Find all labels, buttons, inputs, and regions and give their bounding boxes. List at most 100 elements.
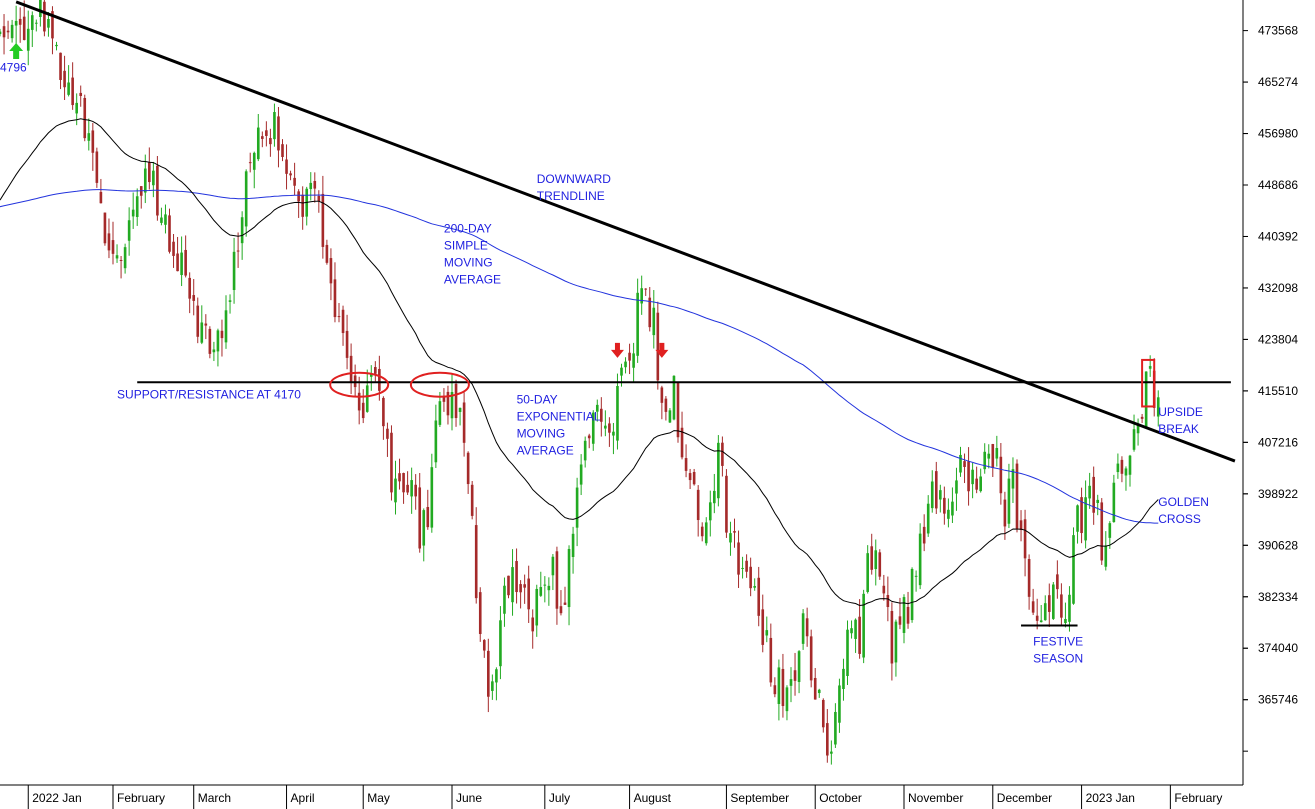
candle-body (1052, 584, 1055, 619)
candle-body (180, 252, 183, 276)
candle-body (281, 144, 284, 157)
candle-body (152, 170, 155, 186)
candle-body (232, 251, 236, 291)
candle-body (99, 191, 103, 204)
annotation-line: AVERAGE (444, 273, 501, 287)
candle-body (63, 70, 66, 88)
x-tick-label: November (908, 791, 963, 805)
candle-body (418, 487, 422, 549)
candle-body (103, 212, 107, 244)
candle-body (644, 288, 648, 290)
candle-body (1031, 601, 1035, 613)
candle-body (967, 461, 970, 492)
candle-body (1064, 618, 1067, 624)
candle-body (398, 473, 401, 482)
annotation-text: UPSIDE BREAK (1158, 405, 1203, 436)
candle-body (725, 475, 728, 533)
x-tick-label: 2023 Jan (1086, 791, 1135, 805)
candle-body (842, 668, 845, 689)
candle-body (894, 621, 898, 663)
candle-body (733, 531, 736, 533)
candle-body (579, 464, 583, 485)
candle-body (684, 458, 688, 471)
y-tick-label: 448686 (1258, 178, 1298, 192)
candle-body (252, 152, 256, 170)
y-tick-label: 365746 (1258, 693, 1298, 707)
candle-body (761, 609, 765, 645)
candle-body (979, 476, 982, 492)
candle-body (1060, 594, 1063, 618)
candle-body (773, 685, 777, 695)
candle-body (333, 279, 337, 318)
candle-body (535, 588, 539, 626)
candle-body (680, 427, 684, 458)
candle-body (826, 723, 829, 756)
annotation-text: FESTIVE SEASON (1033, 634, 1083, 665)
candle-body (999, 456, 1003, 494)
candle-body (1039, 620, 1043, 623)
candle-body (934, 471, 938, 509)
candle-body (176, 253, 179, 272)
candle-body (813, 677, 817, 700)
candle-body (910, 568, 914, 621)
candle-body (450, 392, 454, 419)
candle-body (821, 699, 825, 728)
x-tick-label: February (1174, 791, 1222, 805)
candle-body (575, 487, 579, 528)
candle-body (1148, 366, 1152, 369)
candle-body (676, 382, 680, 438)
candle-body (1156, 397, 1160, 417)
candle-body (866, 553, 869, 592)
candle-body (39, 0, 42, 17)
candle-body (301, 194, 304, 217)
annotation-line: GOLDEN (1158, 495, 1209, 509)
candle-body (269, 138, 272, 145)
candle-body (539, 587, 543, 596)
candle-body (474, 525, 478, 599)
candle-body (797, 651, 801, 683)
candle-body (164, 214, 167, 225)
candle-body (87, 133, 91, 141)
candle-body (382, 397, 385, 427)
x-tick-label: 2022 Jan (32, 791, 81, 805)
candle-body (612, 431, 615, 436)
candle-body (236, 250, 240, 252)
candle-body (600, 408, 603, 422)
candle-body (487, 650, 490, 697)
candle-body (587, 435, 591, 439)
y-tick-label: 374040 (1258, 641, 1298, 655)
candle-body (499, 620, 502, 667)
candle-body (959, 454, 962, 473)
candle-body (402, 473, 405, 493)
candle-body (91, 130, 95, 153)
sma-200-line (0, 189, 1159, 524)
candle-body (890, 610, 894, 664)
y-tick-label: 473568 (1258, 24, 1298, 38)
x-tick-label: August (634, 791, 672, 805)
y-tick-label: 440392 (1258, 229, 1298, 243)
candle-body (991, 444, 995, 468)
indicator-lines (0, 0, 1236, 627)
candle-body (148, 162, 151, 183)
candle-body (309, 182, 313, 190)
candle-body (1124, 468, 1128, 476)
breakout-box (1141, 358, 1156, 408)
x-tick-label: June (456, 791, 482, 805)
candle-body (1043, 603, 1047, 621)
candle-body (1116, 463, 1120, 473)
annotation-line: SUPPORT/RESISTANCE AT 4170 (117, 387, 301, 401)
candlesticks (0, 0, 1160, 765)
annotation-text: 200-DAY SIMPLE MOVING AVERAGE (444, 222, 501, 287)
candle-body (1003, 499, 1007, 527)
annotation-text: 4796 (0, 60, 27, 74)
x-tick-label: February (117, 791, 165, 805)
x-tick-label: October (819, 791, 862, 805)
candle-body (930, 481, 934, 509)
candle-body (668, 410, 672, 423)
candle-body (955, 480, 958, 494)
candle-body (1068, 594, 1071, 622)
candle-body (188, 277, 191, 299)
up-arrow-icon (9, 42, 24, 59)
